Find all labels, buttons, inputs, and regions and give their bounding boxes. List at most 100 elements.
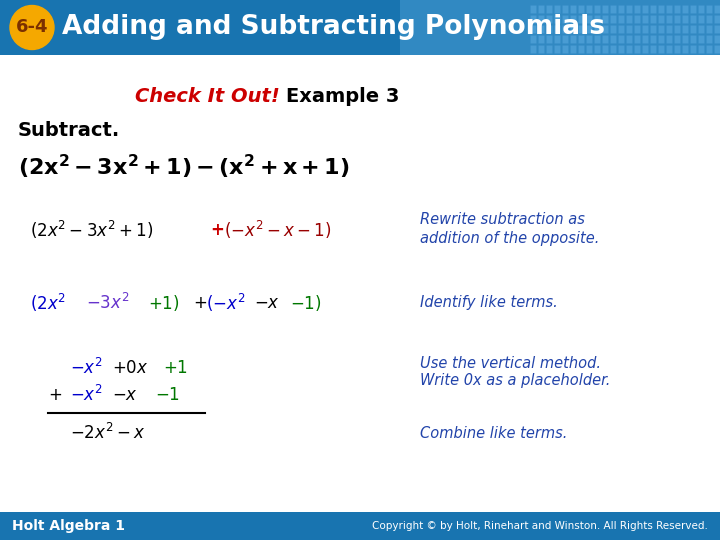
Text: +: + xyxy=(193,294,207,312)
Bar xyxy=(562,15,568,23)
Bar xyxy=(690,15,696,23)
Bar xyxy=(658,45,664,53)
Bar xyxy=(554,45,560,53)
Bar xyxy=(674,5,680,13)
Bar xyxy=(674,15,680,23)
Bar xyxy=(610,15,616,23)
Bar xyxy=(538,25,544,33)
Text: $(-x^2$: $(-x^2$ xyxy=(206,292,246,314)
Bar xyxy=(658,15,664,23)
Text: $(2x^2$: $(2x^2$ xyxy=(30,292,66,314)
Bar xyxy=(626,25,632,33)
Circle shape xyxy=(10,5,54,50)
Bar xyxy=(626,5,632,13)
Text: Write 0x as a placeholder.: Write 0x as a placeholder. xyxy=(420,373,611,388)
Bar xyxy=(690,35,696,43)
Bar xyxy=(570,35,576,43)
Text: Rewrite subtraction as: Rewrite subtraction as xyxy=(420,213,585,227)
Bar xyxy=(650,15,656,23)
Bar xyxy=(594,35,600,43)
Bar xyxy=(682,25,688,33)
Bar xyxy=(682,35,688,43)
Bar xyxy=(650,35,656,43)
Bar xyxy=(698,5,704,13)
Bar xyxy=(666,5,672,13)
Bar xyxy=(674,25,680,33)
Bar xyxy=(690,5,696,13)
Bar xyxy=(610,35,616,43)
Bar xyxy=(546,5,552,13)
Bar xyxy=(650,5,656,13)
Bar xyxy=(530,15,536,23)
Bar xyxy=(642,15,648,23)
Bar xyxy=(538,15,544,23)
Bar xyxy=(714,35,720,43)
Text: $-x^2$: $-x^2$ xyxy=(70,358,103,378)
Bar xyxy=(690,25,696,33)
Text: $+ 1$: $+ 1$ xyxy=(163,359,188,377)
Text: $+ 1)$: $+ 1)$ xyxy=(148,293,179,313)
Bar xyxy=(570,45,576,53)
Bar xyxy=(586,25,592,33)
Bar xyxy=(578,5,584,13)
Text: $-2x^2 - x$: $-2x^2 - x$ xyxy=(70,423,145,443)
Text: $+ 0x$: $+ 0x$ xyxy=(112,359,148,377)
Bar xyxy=(658,35,664,43)
Bar xyxy=(666,25,672,33)
Bar xyxy=(562,25,568,33)
Bar xyxy=(554,25,560,33)
Bar xyxy=(586,5,592,13)
Bar xyxy=(706,15,712,23)
Text: $- 1)$: $- 1)$ xyxy=(290,293,322,313)
Text: $\mathbf{(2x^2 - 3x^2 + 1) - (x^2 + x + 1)}$: $\mathbf{(2x^2 - 3x^2 + 1) - (x^2 + x + … xyxy=(18,153,350,181)
Bar xyxy=(570,5,576,13)
Bar xyxy=(714,5,720,13)
Bar xyxy=(698,35,704,43)
Bar xyxy=(714,45,720,53)
Bar xyxy=(554,35,560,43)
Text: $- 3x^2$: $- 3x^2$ xyxy=(86,293,130,313)
Bar xyxy=(658,5,664,13)
Bar xyxy=(538,35,544,43)
Bar xyxy=(674,45,680,53)
Bar xyxy=(634,45,640,53)
Text: $(-x^2 - x - 1)$: $(-x^2 - x - 1)$ xyxy=(224,219,331,241)
Bar xyxy=(530,45,536,53)
Bar xyxy=(634,15,640,23)
Bar xyxy=(562,45,568,53)
Bar xyxy=(634,25,640,33)
Bar xyxy=(618,25,624,33)
Bar xyxy=(706,35,712,43)
Bar xyxy=(562,35,568,43)
Bar xyxy=(706,5,712,13)
Bar xyxy=(570,25,576,33)
Bar xyxy=(586,45,592,53)
Bar xyxy=(562,5,568,13)
Text: Check It Out!: Check It Out! xyxy=(135,87,280,106)
Bar xyxy=(530,25,536,33)
Text: Combine like terms.: Combine like terms. xyxy=(420,426,567,441)
Bar xyxy=(706,25,712,33)
Bar xyxy=(602,45,608,53)
Text: Adding and Subtracting Polynomials: Adding and Subtracting Polynomials xyxy=(62,15,605,40)
Bar xyxy=(642,5,648,13)
Bar xyxy=(618,15,624,23)
Bar xyxy=(570,15,576,23)
Bar xyxy=(626,15,632,23)
Bar xyxy=(554,5,560,13)
Bar xyxy=(650,45,656,53)
Bar xyxy=(602,15,608,23)
Bar xyxy=(602,35,608,43)
Bar xyxy=(546,25,552,33)
Bar xyxy=(642,35,648,43)
Bar xyxy=(546,35,552,43)
Bar xyxy=(578,35,584,43)
Bar xyxy=(610,5,616,13)
Bar xyxy=(666,35,672,43)
Bar xyxy=(578,25,584,33)
Bar xyxy=(618,45,624,53)
Bar xyxy=(586,35,592,43)
Bar xyxy=(546,45,552,53)
Bar xyxy=(714,25,720,33)
Bar xyxy=(698,15,704,23)
